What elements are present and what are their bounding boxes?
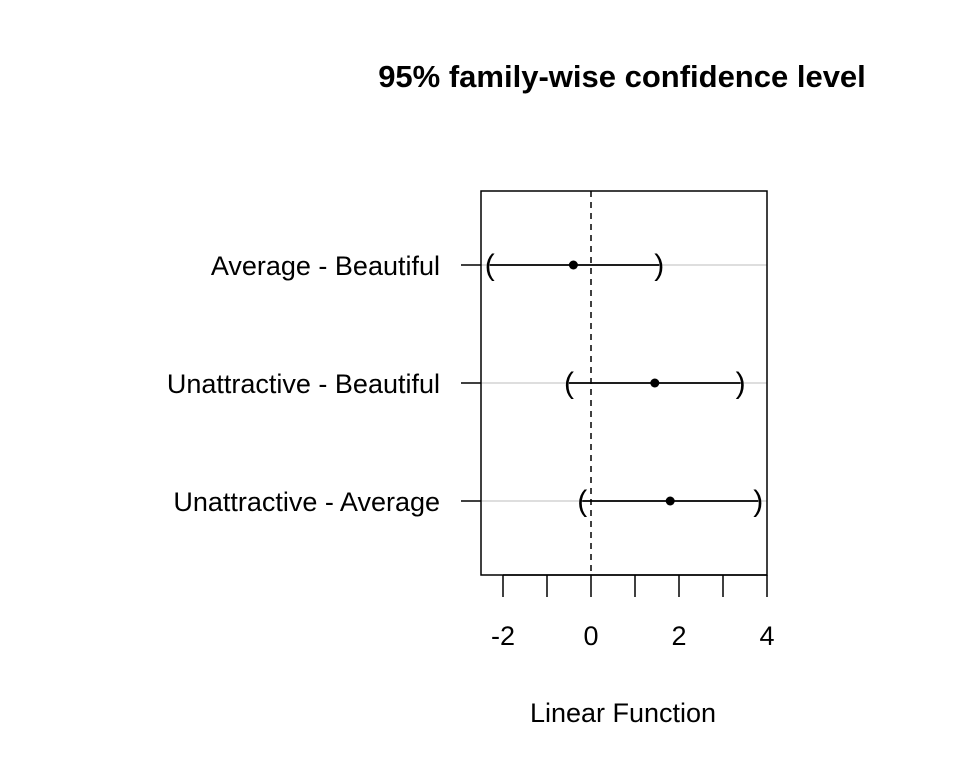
comparison-label: Unattractive - Beautiful xyxy=(167,369,440,399)
interval-upper-bound: ) xyxy=(654,249,664,282)
y-axis: Average - Beautiful Unattractive - Beauti… xyxy=(167,251,481,517)
x-axis-label: Linear Function xyxy=(530,698,716,728)
interval-layer: () () () xyxy=(485,249,763,518)
point-estimate xyxy=(650,378,660,388)
comparison-label: Unattractive - Average xyxy=(173,487,440,517)
point-estimate xyxy=(665,496,675,506)
x-tick-label: 2 xyxy=(671,621,686,651)
x-tick-label: 4 xyxy=(759,621,774,651)
comparison-label: Average - Beautiful xyxy=(211,251,440,281)
interval-lower-bound: ( xyxy=(485,249,495,282)
interval-upper-bound: ) xyxy=(753,485,763,518)
x-tick-label: -2 xyxy=(491,621,515,651)
interval-lower-bound: ( xyxy=(577,485,587,518)
x-tick-label: 0 xyxy=(583,621,598,651)
interval-upper-bound: ) xyxy=(736,367,746,400)
interval-lower-bound: ( xyxy=(564,367,574,400)
x-axis: -2 0 2 4 xyxy=(491,574,775,651)
chart-title: 95% family-wise confidence level xyxy=(378,59,866,94)
point-estimate xyxy=(568,260,578,270)
